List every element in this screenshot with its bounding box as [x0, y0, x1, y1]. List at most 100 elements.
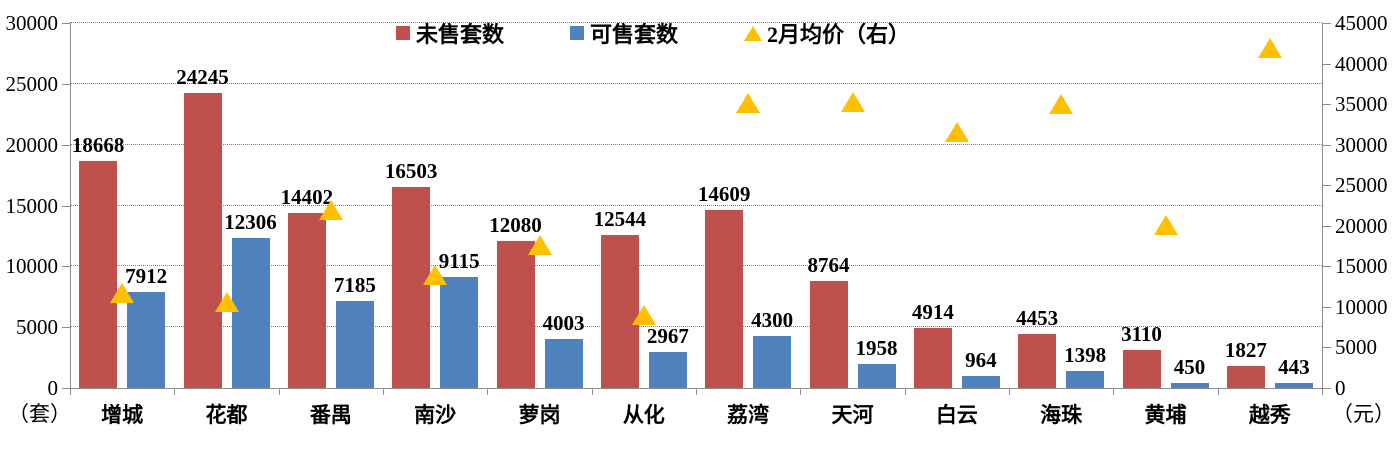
unsold-bar [79, 160, 118, 388]
x-axis-tick [174, 389, 176, 395]
category-label: 南沙 [414, 403, 457, 427]
right-axis-tick-label: 15000 [1335, 254, 1388, 279]
sellable-bar [857, 364, 896, 388]
sellable-value-label: 4003 [542, 311, 585, 336]
right-axis-unit-label: （元） [1332, 402, 1395, 426]
right-axis-tick-label: 0 [1335, 376, 1346, 400]
x-axis-tick [383, 389, 384, 395]
gridline [70, 204, 1322, 206]
unsold-value-label: 3110 [1121, 322, 1162, 347]
right-axis-tick [1323, 388, 1331, 389]
unsold-value-label: 12080 [489, 213, 542, 238]
sellable-bar [544, 339, 583, 388]
sellable-value-label: 443 [1278, 354, 1310, 379]
unsold-bar [809, 281, 848, 388]
legend-label-sellable: 可售套数 [590, 22, 679, 47]
category-label: 增城 [101, 403, 144, 427]
unsold-value-label: 14609 [697, 182, 751, 207]
gridline [70, 326, 1322, 328]
category-label: 白云 [935, 403, 978, 427]
price-marker [840, 92, 865, 113]
unsold-value-label: 14402 [280, 184, 334, 209]
right-axis-tick [1323, 306, 1331, 308]
right-axis-tick-label: 40000 [1335, 51, 1388, 76]
sellable-value-label: 7185 [333, 272, 376, 297]
price-marker [214, 292, 239, 313]
category-label: 天河 [831, 403, 874, 427]
category-label: 越秀 [1248, 403, 1291, 427]
sellable-value-label: 450 [1173, 354, 1206, 379]
legend-item-unsold: 未售套数 [396, 17, 504, 49]
unsold-bar [1122, 350, 1161, 388]
x-axis-tick [591, 389, 593, 395]
category-label: 花都 [205, 403, 248, 427]
unsold-series-swatch-icon [396, 26, 410, 40]
sellable-bar [1170, 382, 1209, 388]
right-axis-tick [1323, 104, 1331, 106]
x-axis-tick [70, 389, 71, 395]
sellable-series-swatch-icon [570, 26, 585, 40]
x-axis-tick [904, 389, 906, 395]
sellable-bar [648, 351, 687, 388]
left-axis-tick-label: 0 [47, 376, 59, 400]
right-axis-tick [1323, 23, 1331, 24]
unsold-value-label: 4914 [911, 300, 954, 325]
right-axis-tick [1323, 63, 1331, 65]
x-axis-tick [1217, 389, 1219, 395]
category-label: 海珠 [1040, 403, 1083, 427]
legend-item-sellable: 可售套数 [570, 17, 678, 49]
category-label: 荔湾 [727, 403, 770, 427]
left-axis-tick [62, 23, 70, 24]
x-axis-line [70, 388, 1323, 389]
category-label: 黄埔 [1144, 403, 1187, 427]
gridline [70, 143, 1322, 145]
sellable-value-label: 2967 [646, 323, 689, 348]
price-marker [944, 121, 969, 142]
left-axis-tick [62, 205, 70, 207]
price-marker [631, 305, 656, 325]
left-axis-line [70, 23, 71, 389]
unsold-bar [1018, 333, 1057, 388]
right-axis-tick [1323, 144, 1331, 146]
x-axis-tick [696, 389, 697, 395]
x-axis-tick [487, 389, 489, 395]
sellable-value-label: 964 [965, 348, 997, 373]
unsold-bar [913, 328, 952, 388]
right-axis-tick [1323, 185, 1331, 187]
left-axis-tick-label: 10000 [5, 254, 59, 279]
left-axis-tick-label: 25000 [5, 71, 59, 96]
unsold-bar [183, 93, 222, 388]
left-axis-tick [62, 266, 70, 268]
sellable-bar [1066, 370, 1105, 388]
x-axis-tick [1009, 389, 1010, 395]
gridline [70, 82, 1322, 84]
right-axis-line [1322, 23, 1323, 389]
unsold-bar [287, 212, 326, 388]
right-axis-tick [1323, 347, 1331, 349]
right-axis-tick-label: 45000 [1335, 11, 1388, 35]
x-axis-tick [1322, 389, 1323, 395]
unsold-bar [1226, 365, 1265, 388]
sellable-bar [753, 335, 792, 388]
sellable-value-label: 12306 [224, 210, 277, 235]
sellable-bar [335, 300, 374, 388]
x-axis-tick [1113, 389, 1115, 395]
left-axis-tick-label: 20000 [5, 132, 59, 157]
price-marker [423, 265, 448, 286]
unsold-bar [705, 210, 744, 388]
category-label: 萝岗 [518, 403, 561, 427]
right-axis-tick-label: 25000 [1335, 173, 1388, 198]
right-axis-tick-label: 35000 [1335, 92, 1388, 117]
right-axis-tick-label: 5000 [1335, 335, 1377, 360]
left-axis-tick-label: 5000 [16, 315, 58, 340]
left-axis-tick [62, 144, 70, 146]
unsold-value-label: 8764 [807, 253, 850, 278]
unsold-value-label: 16503 [384, 159, 438, 184]
right-axis-tick [1323, 266, 1331, 268]
left-axis-tick [62, 388, 70, 389]
left-axis-tick [62, 327, 70, 329]
price-marker [318, 199, 343, 220]
left-axis-tick-label: 30000 [5, 11, 59, 35]
price-marker [736, 93, 761, 114]
